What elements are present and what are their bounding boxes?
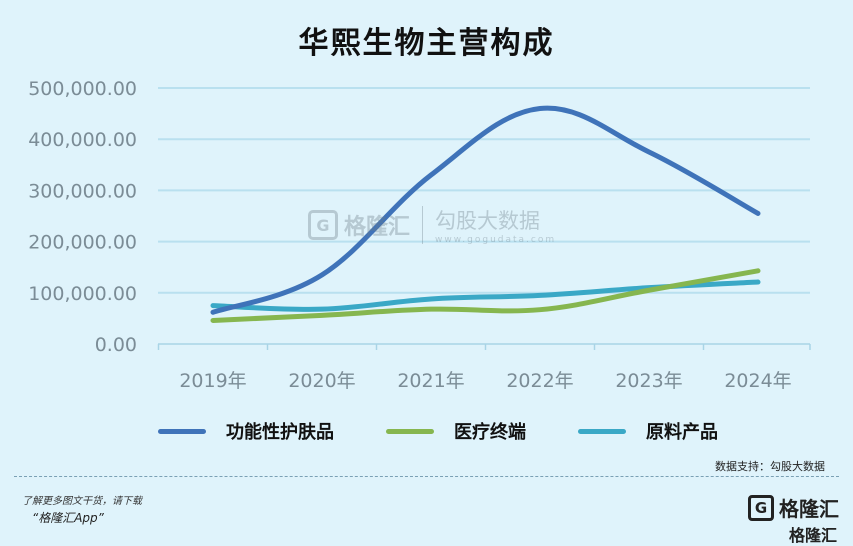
series-line-医疗终端 bbox=[210, 268, 761, 323]
legend-swatch bbox=[578, 428, 626, 434]
y-tick-label: 500,000.00 bbox=[28, 78, 137, 100]
y-tick-label: 300,000.00 bbox=[28, 180, 137, 202]
watermark-logo-icon: G bbox=[308, 210, 338, 240]
series-line-功能性护肤品 bbox=[210, 105, 761, 315]
legend-item-原料产品: 原料产品 bbox=[578, 418, 718, 444]
brand-logo-icon: G bbox=[748, 494, 774, 521]
brand-subtitle: 格隆汇 bbox=[788, 526, 837, 545]
legend-swatch bbox=[158, 428, 206, 434]
footer-divider bbox=[14, 476, 839, 477]
brand-logo: G 格隆汇 bbox=[748, 493, 839, 522]
legend-item-医疗终端: 医疗终端 bbox=[386, 418, 526, 444]
footer-app-name: “格隆汇App” bbox=[32, 511, 104, 525]
data-source: 数据支持：勾股大数据 bbox=[715, 460, 825, 473]
x-tick-label: 2021年 bbox=[397, 370, 464, 392]
legend-label: 原料产品 bbox=[646, 422, 718, 443]
x-tick-label: 2024年 bbox=[724, 370, 791, 392]
legend-item-功能性护肤品: 功能性护肤品 bbox=[158, 418, 334, 444]
watermark-partner-url: www.gogudata.com bbox=[435, 235, 557, 245]
brand-name: 格隆汇 bbox=[779, 497, 839, 521]
x-tick-label: 2019年 bbox=[179, 370, 246, 392]
y-tick-label: 400,000.00 bbox=[28, 129, 137, 151]
y-tick-label: 200,000.00 bbox=[28, 232, 137, 254]
footer-note: 了解更多图文干货，请下载 bbox=[22, 496, 142, 507]
y-tick-label: 0.00 bbox=[95, 334, 137, 356]
legend-label: 功能性护肤品 bbox=[226, 422, 334, 443]
watermark-brand: 格隆汇 bbox=[344, 215, 411, 240]
x-tick-label: 2022年 bbox=[506, 370, 573, 392]
watermark-divider bbox=[422, 206, 424, 244]
legend: 功能性护肤品 医疗终端 原料产品 bbox=[0, 418, 853, 448]
x-tick-label: 2023年 bbox=[615, 370, 682, 392]
y-tick-label: 100,000.00 bbox=[28, 283, 137, 305]
watermark-partner: 勾股大数据 bbox=[435, 209, 541, 233]
x-tick-label: 2020年 bbox=[288, 370, 355, 392]
legend-label: 医疗终端 bbox=[454, 422, 526, 443]
legend-swatch bbox=[386, 428, 434, 434]
watermark: G 格隆汇 勾股大数据 www.gogudata.com bbox=[308, 205, 556, 245]
chart-title: 华熙生物主营构成 bbox=[298, 26, 555, 61]
line-chart: 0.00 100,000.00 200,000.00 300,000.00 400,00… bbox=[28, 78, 811, 392]
